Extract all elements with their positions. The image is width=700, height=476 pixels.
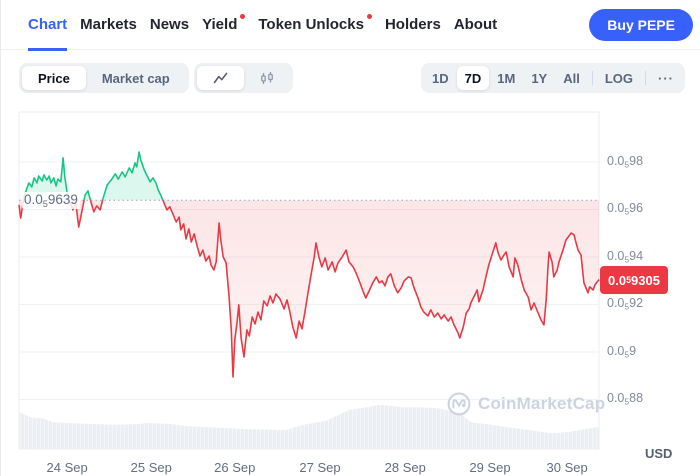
tab-chart[interactable]: Chart — [28, 0, 68, 51]
baseline-price-label: 0.059639 — [22, 192, 80, 209]
tab-bar: Chart Markets News Yield Token Unlocks H… — [1, 0, 700, 51]
y-axis-label: 0.0598 — [607, 153, 644, 170]
price-toggle-button[interactable]: Price — [22, 66, 86, 90]
x-axis-label: 30 Sep — [546, 460, 588, 475]
tab-token-unlocks-label: Token Unlocks — [258, 16, 364, 33]
tab-news[interactable]: News — [150, 0, 189, 50]
y-axis-label: 0.059 — [607, 343, 637, 360]
separator — [591, 71, 593, 85]
x-axis-label: 29 Sep — [469, 460, 511, 475]
range-all-button[interactable]: All — [563, 70, 580, 86]
line-chart-icon — [213, 72, 228, 84]
notification-dot-icon — [240, 13, 246, 19]
range-1m-button[interactable]: 1M — [497, 70, 516, 86]
range-1y-button[interactable]: 1Y — [531, 70, 548, 86]
range-1d-button[interactable]: 1D — [432, 70, 449, 86]
watermark-text: CoinMarketCap — [478, 394, 606, 413]
y-axis-label: 0.0592 — [607, 296, 644, 312]
current-price-badge: 0.0 5 9305 — [600, 266, 668, 294]
y-axis-label: 0.0594 — [607, 248, 644, 265]
tab-news-label: News — [149, 16, 190, 33]
tab-markets[interactable]: Markets — [80, 0, 137, 50]
tab-holders[interactable]: Holders — [385, 0, 441, 50]
x-axis-label: 28 Sep — [384, 460, 426, 475]
notification-dot-icon — [366, 13, 372, 19]
tab-yield[interactable]: Yield — [202, 0, 246, 50]
tab-yield-label: Yield — [202, 16, 238, 33]
separator — [645, 71, 647, 85]
metric-toggle: Price Market cap — [19, 63, 189, 93]
more-options-button[interactable]: ··· — [658, 70, 675, 86]
line-chart-button[interactable] — [197, 66, 244, 90]
tab-token-unlocks[interactable]: Token Unlocks — [258, 0, 372, 50]
market-cap-toggle-button[interactable]: Market cap — [101, 70, 170, 86]
x-axis-label: 25 Sep — [130, 460, 172, 475]
tab-about-label: About — [453, 16, 498, 33]
coinmarketcap-watermark: CoinMarketCap — [447, 392, 605, 416]
range-7d-button[interactable]: 7D — [456, 66, 490, 90]
tab-holders-label: Holders — [384, 16, 441, 33]
x-axis-label: 27 Sep — [299, 460, 341, 475]
tab-markets-label: Markets — [80, 16, 137, 33]
y-axis-label: 0.0596 — [607, 201, 644, 217]
chart-type-toggle — [194, 63, 293, 93]
coinmarketcap-logo-icon — [447, 392, 471, 416]
candlestick-chart-button[interactable] — [244, 66, 290, 90]
y-axis-label: 0.0588 — [607, 391, 644, 407]
tab-about[interactable]: About — [454, 0, 497, 50]
buy-pepe-button[interactable]: Buy PEPE — [589, 8, 693, 41]
x-axis-label: 26 Sep — [214, 460, 256, 475]
candlestick-icon — [261, 71, 273, 84]
tab-chart-label: Chart — [28, 16, 68, 33]
log-scale-button[interactable]: LOG — [604, 70, 634, 86]
currency-unit-label: USD — [645, 446, 673, 461]
x-axis-label: 24 Sep — [46, 460, 88, 475]
time-range-selector: 1D 7D 1M 1Y All LOG ··· — [421, 63, 686, 93]
